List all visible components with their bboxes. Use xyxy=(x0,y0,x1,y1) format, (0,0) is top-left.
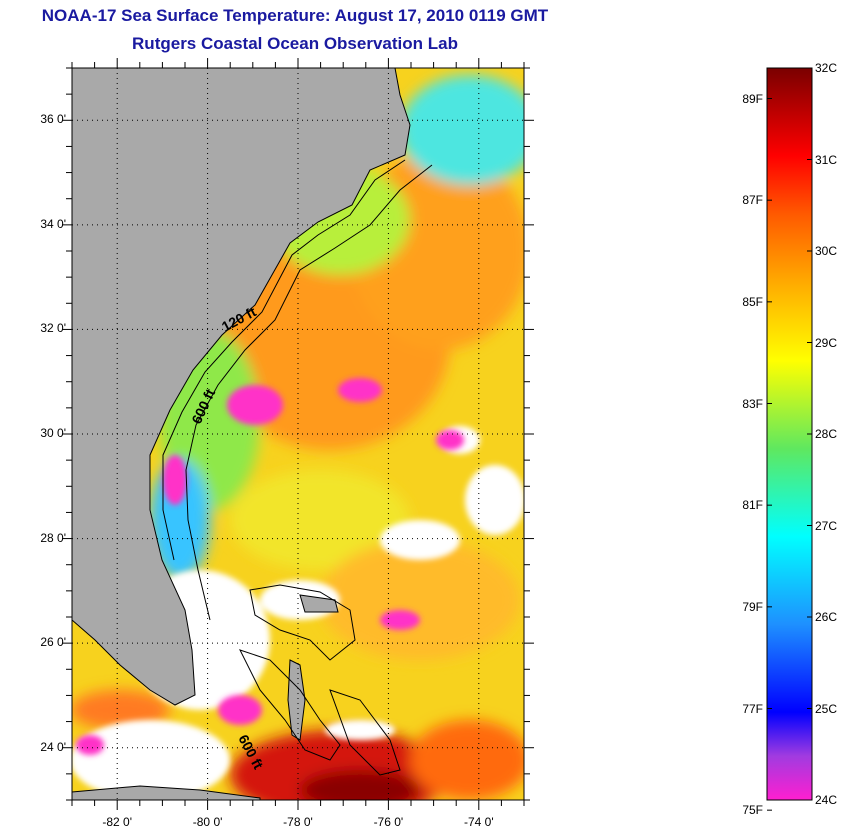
longitude-label: -82 0' xyxy=(102,815,133,829)
colorbar-label-celsius: 24C xyxy=(815,793,838,807)
latitude-label: 30 0' xyxy=(40,426,66,440)
map-ticks xyxy=(62,58,534,810)
longitude-label: -76 0' xyxy=(373,815,404,829)
colorbar-label-fahrenheit: 85F xyxy=(742,294,763,309)
cuba-landmass xyxy=(72,785,261,800)
us-landmass xyxy=(72,68,411,706)
colorbar-label-celsius: 27C xyxy=(815,518,838,533)
bahamas-island xyxy=(299,594,339,613)
longitude-label: -78 0' xyxy=(283,815,313,829)
latitude-label: 36 0' xyxy=(40,112,66,127)
latitude-label: 32 0' xyxy=(40,321,66,336)
colorbar-label-fahrenheit: 87F xyxy=(742,193,763,208)
latitude-label: 28 0' xyxy=(40,530,66,545)
colorbar-label-fahrenheit: 81F xyxy=(742,498,763,513)
colorbar-label-fahrenheit: 77F xyxy=(742,701,763,716)
colorbar-label-fahrenheit: 83F xyxy=(742,396,763,411)
colorbar-label-celsius: 28C xyxy=(815,427,838,441)
map-subtitle: Rutgers Coastal Ocean Observation Lab xyxy=(132,34,458,53)
cool-patches xyxy=(76,378,464,755)
longitude-label: -80 0' xyxy=(192,815,223,829)
colorbar-label-celsius: 26C xyxy=(815,610,838,624)
colorbar xyxy=(766,67,813,801)
latitude-label: 24 0' xyxy=(40,739,66,754)
depth-contours xyxy=(162,159,433,776)
graticule xyxy=(72,68,524,800)
latitude-label: 34 0' xyxy=(40,216,66,231)
colorbar-label-celsius: 32C xyxy=(815,61,838,75)
colorbar-label-fahrenheit: 79F xyxy=(742,599,763,614)
colorbar-label-fahrenheit: 89F xyxy=(742,91,763,106)
longitude-label: -74 0' xyxy=(463,815,494,829)
map-title: NOAA-17 Sea Surface Temperature: August … xyxy=(41,6,549,25)
colorbar-label-celsius: 25C xyxy=(815,701,838,716)
colorbar-label-celsius: 31C xyxy=(815,152,838,167)
colorbar-label-celsius: 29C xyxy=(815,335,838,350)
latitude-label: 26 0' xyxy=(40,635,66,650)
colorbar-label-fahrenheit: 75F xyxy=(742,803,763,818)
colorbar-label-celsius: 30C xyxy=(815,244,838,258)
bahamas-island xyxy=(287,659,306,741)
colorbar-ticks xyxy=(767,67,812,811)
